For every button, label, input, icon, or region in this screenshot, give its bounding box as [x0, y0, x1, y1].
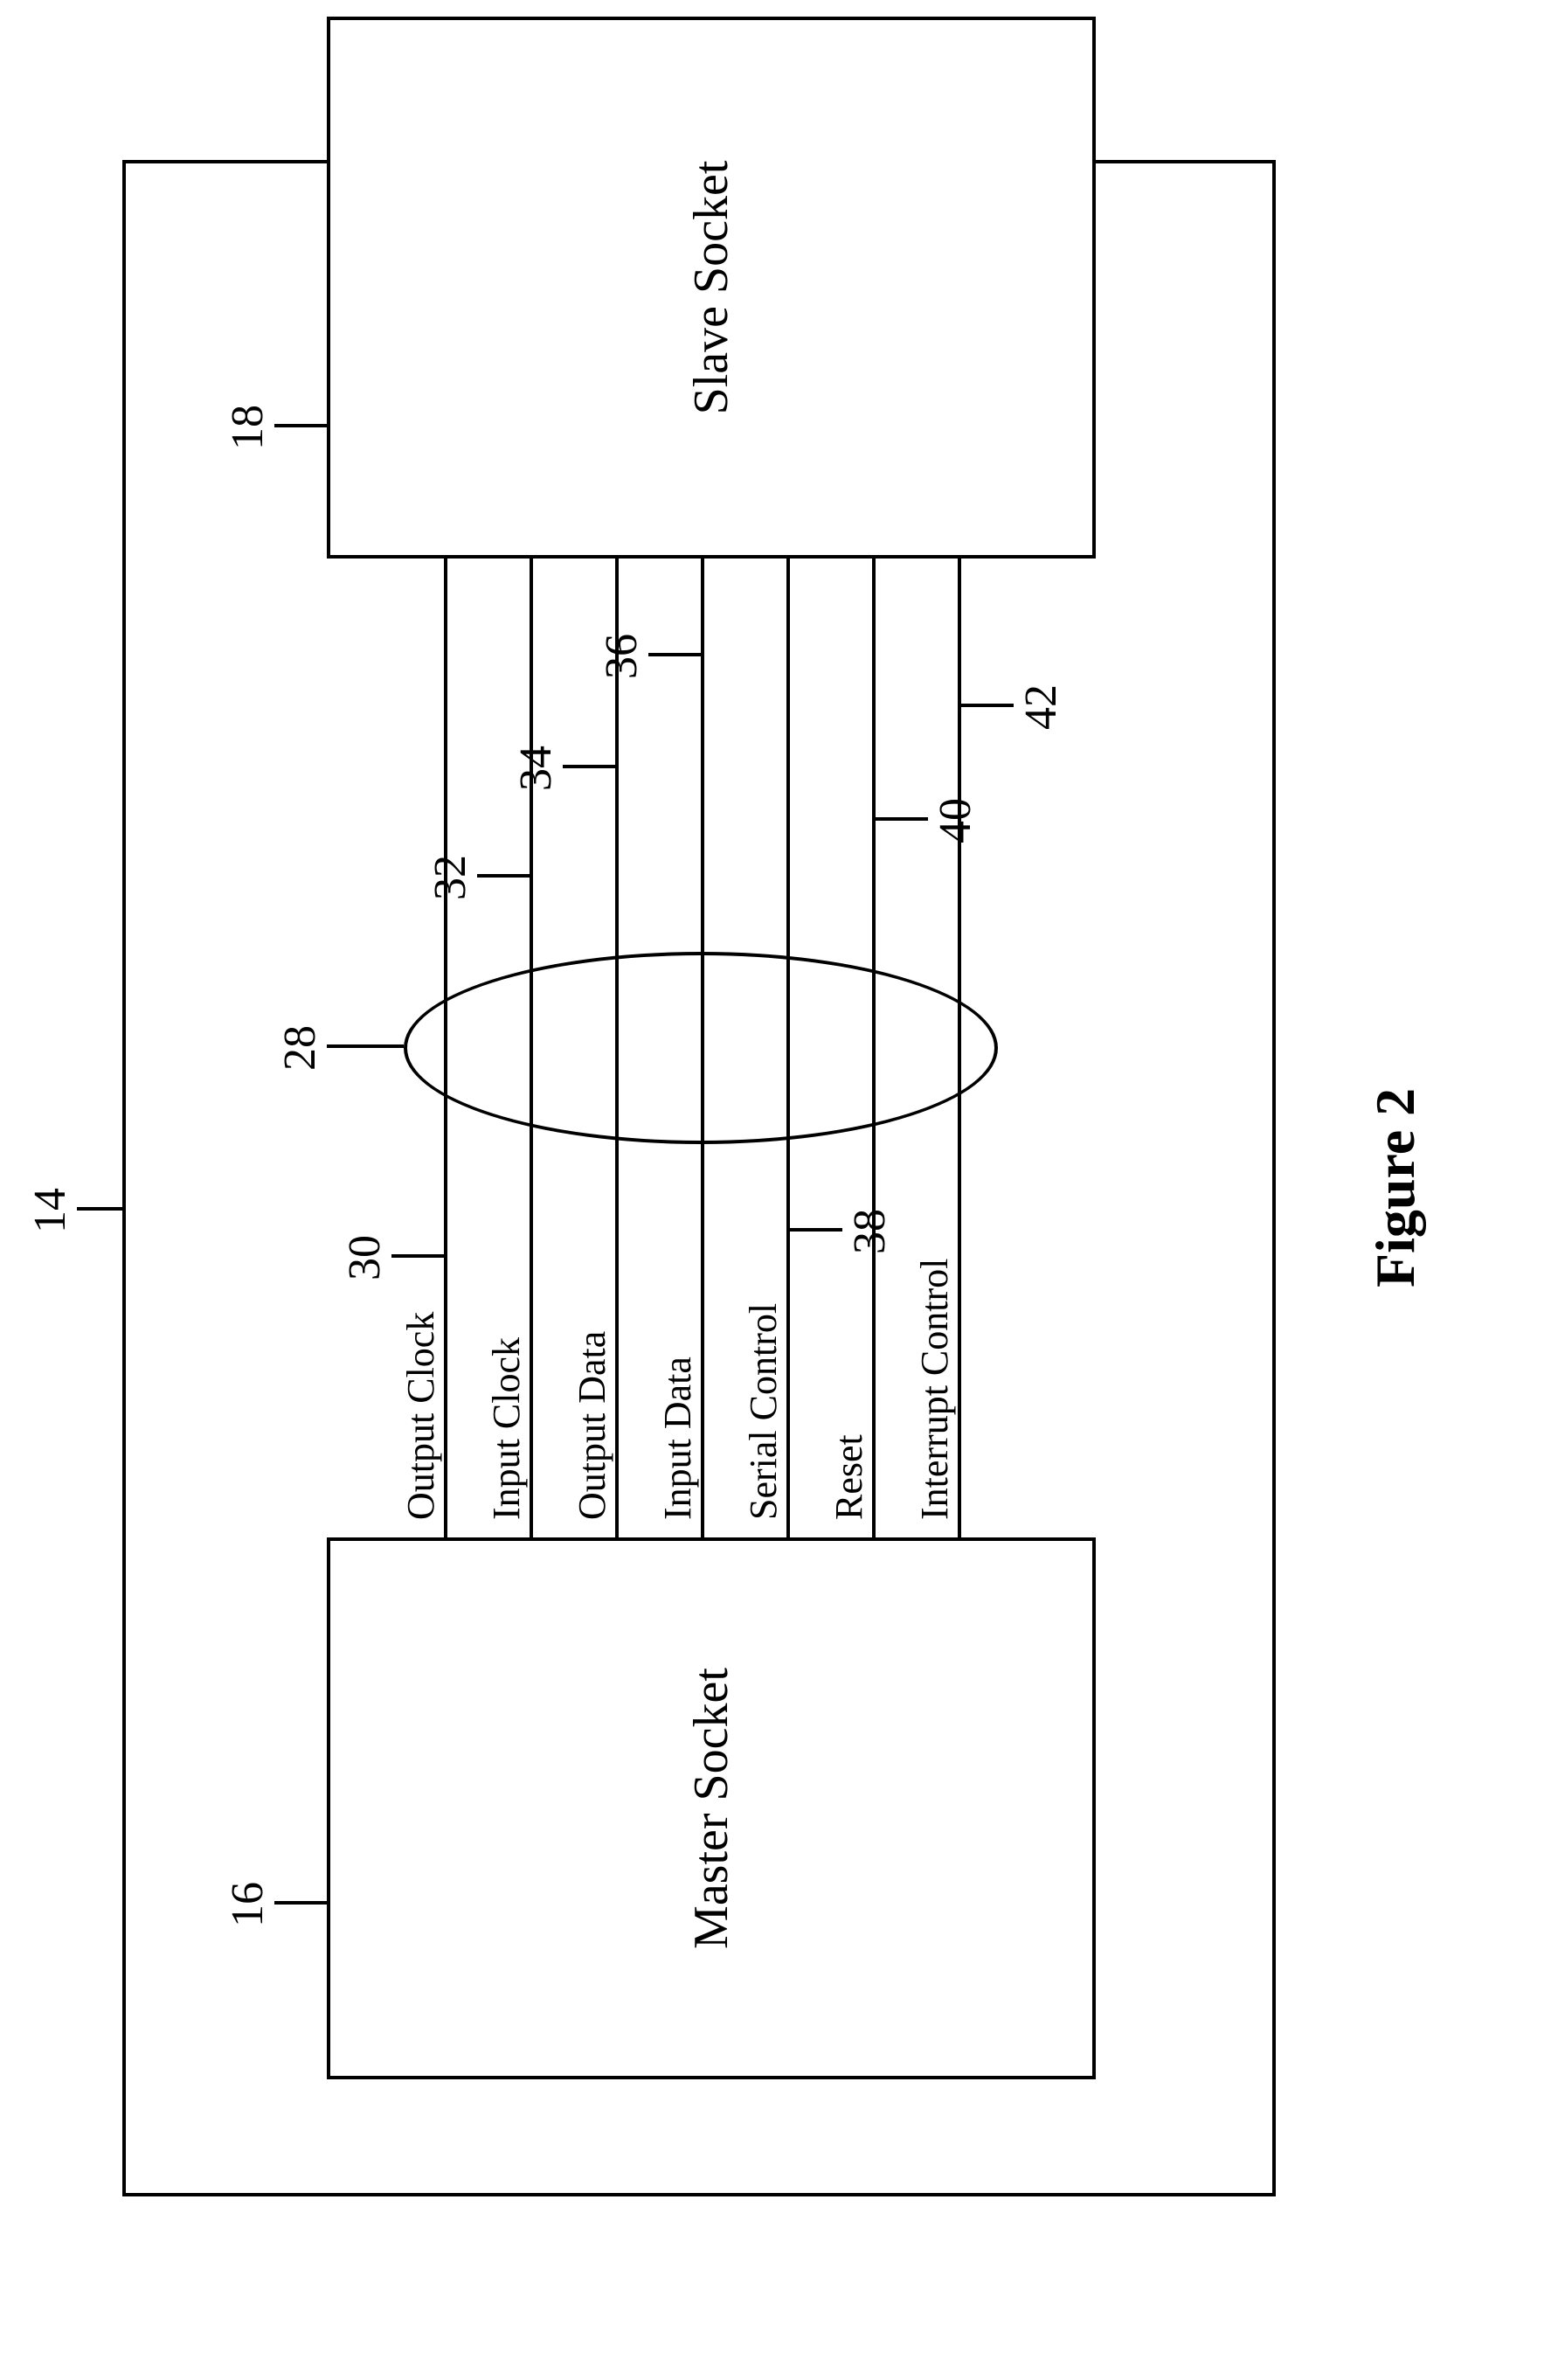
signal-label: Reset	[827, 1434, 871, 1520]
signal-ref: 38	[844, 1209, 896, 1254]
ref-slave: 18	[222, 405, 274, 450]
leader-signal-ref	[648, 653, 701, 656]
signal-ref: 30	[339, 1235, 391, 1280]
signal-label: Output Clock	[398, 1312, 443, 1520]
ref-bus-group: 28	[274, 1025, 326, 1071]
signal-label: Interrupt Control	[912, 1259, 957, 1520]
leader-signal-ref	[961, 704, 1014, 707]
signal-ref: 40	[930, 798, 981, 843]
signal-label: Input Data	[655, 1357, 700, 1520]
leader-signal-ref	[876, 817, 928, 821]
bus-group-ellipse	[404, 952, 998, 1144]
leader-bus-group	[327, 1044, 404, 1048]
ref-master: 16	[222, 1882, 274, 1927]
leader-signal-ref	[391, 1254, 444, 1258]
signal-ref: 42	[1015, 684, 1067, 730]
master-socket: Master Socket	[327, 1537, 1096, 2079]
signal-ref: 36	[596, 634, 647, 679]
signal-ref: 34	[510, 746, 562, 791]
master-socket-label: Master Socket	[683, 1668, 739, 1949]
signal-ref: 32	[425, 855, 476, 900]
outer-frame: Master Socket 16 Slave Socket 18 Output …	[122, 160, 1276, 2196]
leader-slave	[274, 424, 327, 427]
slave-socket: Slave Socket	[327, 17, 1096, 559]
signal-label: Serial Control	[741, 1303, 786, 1520]
slave-socket-label: Slave Socket	[683, 161, 739, 415]
leader-signal-ref	[477, 874, 530, 878]
figure-caption: Figure 2	[1363, 1088, 1428, 1287]
leader-master	[274, 1901, 327, 1905]
ref-outer: 14	[24, 1188, 76, 1233]
leader-outer	[77, 1207, 122, 1211]
leader-signal-ref	[563, 765, 615, 768]
leader-signal-ref	[790, 1228, 842, 1232]
signal-label: Input Clock	[484, 1337, 529, 1520]
rotated-stage: 14 Master Socket 16 Slave Socket 18 Outp…	[0, 0, 1565, 2380]
signal-label: Output Data	[570, 1331, 614, 1520]
